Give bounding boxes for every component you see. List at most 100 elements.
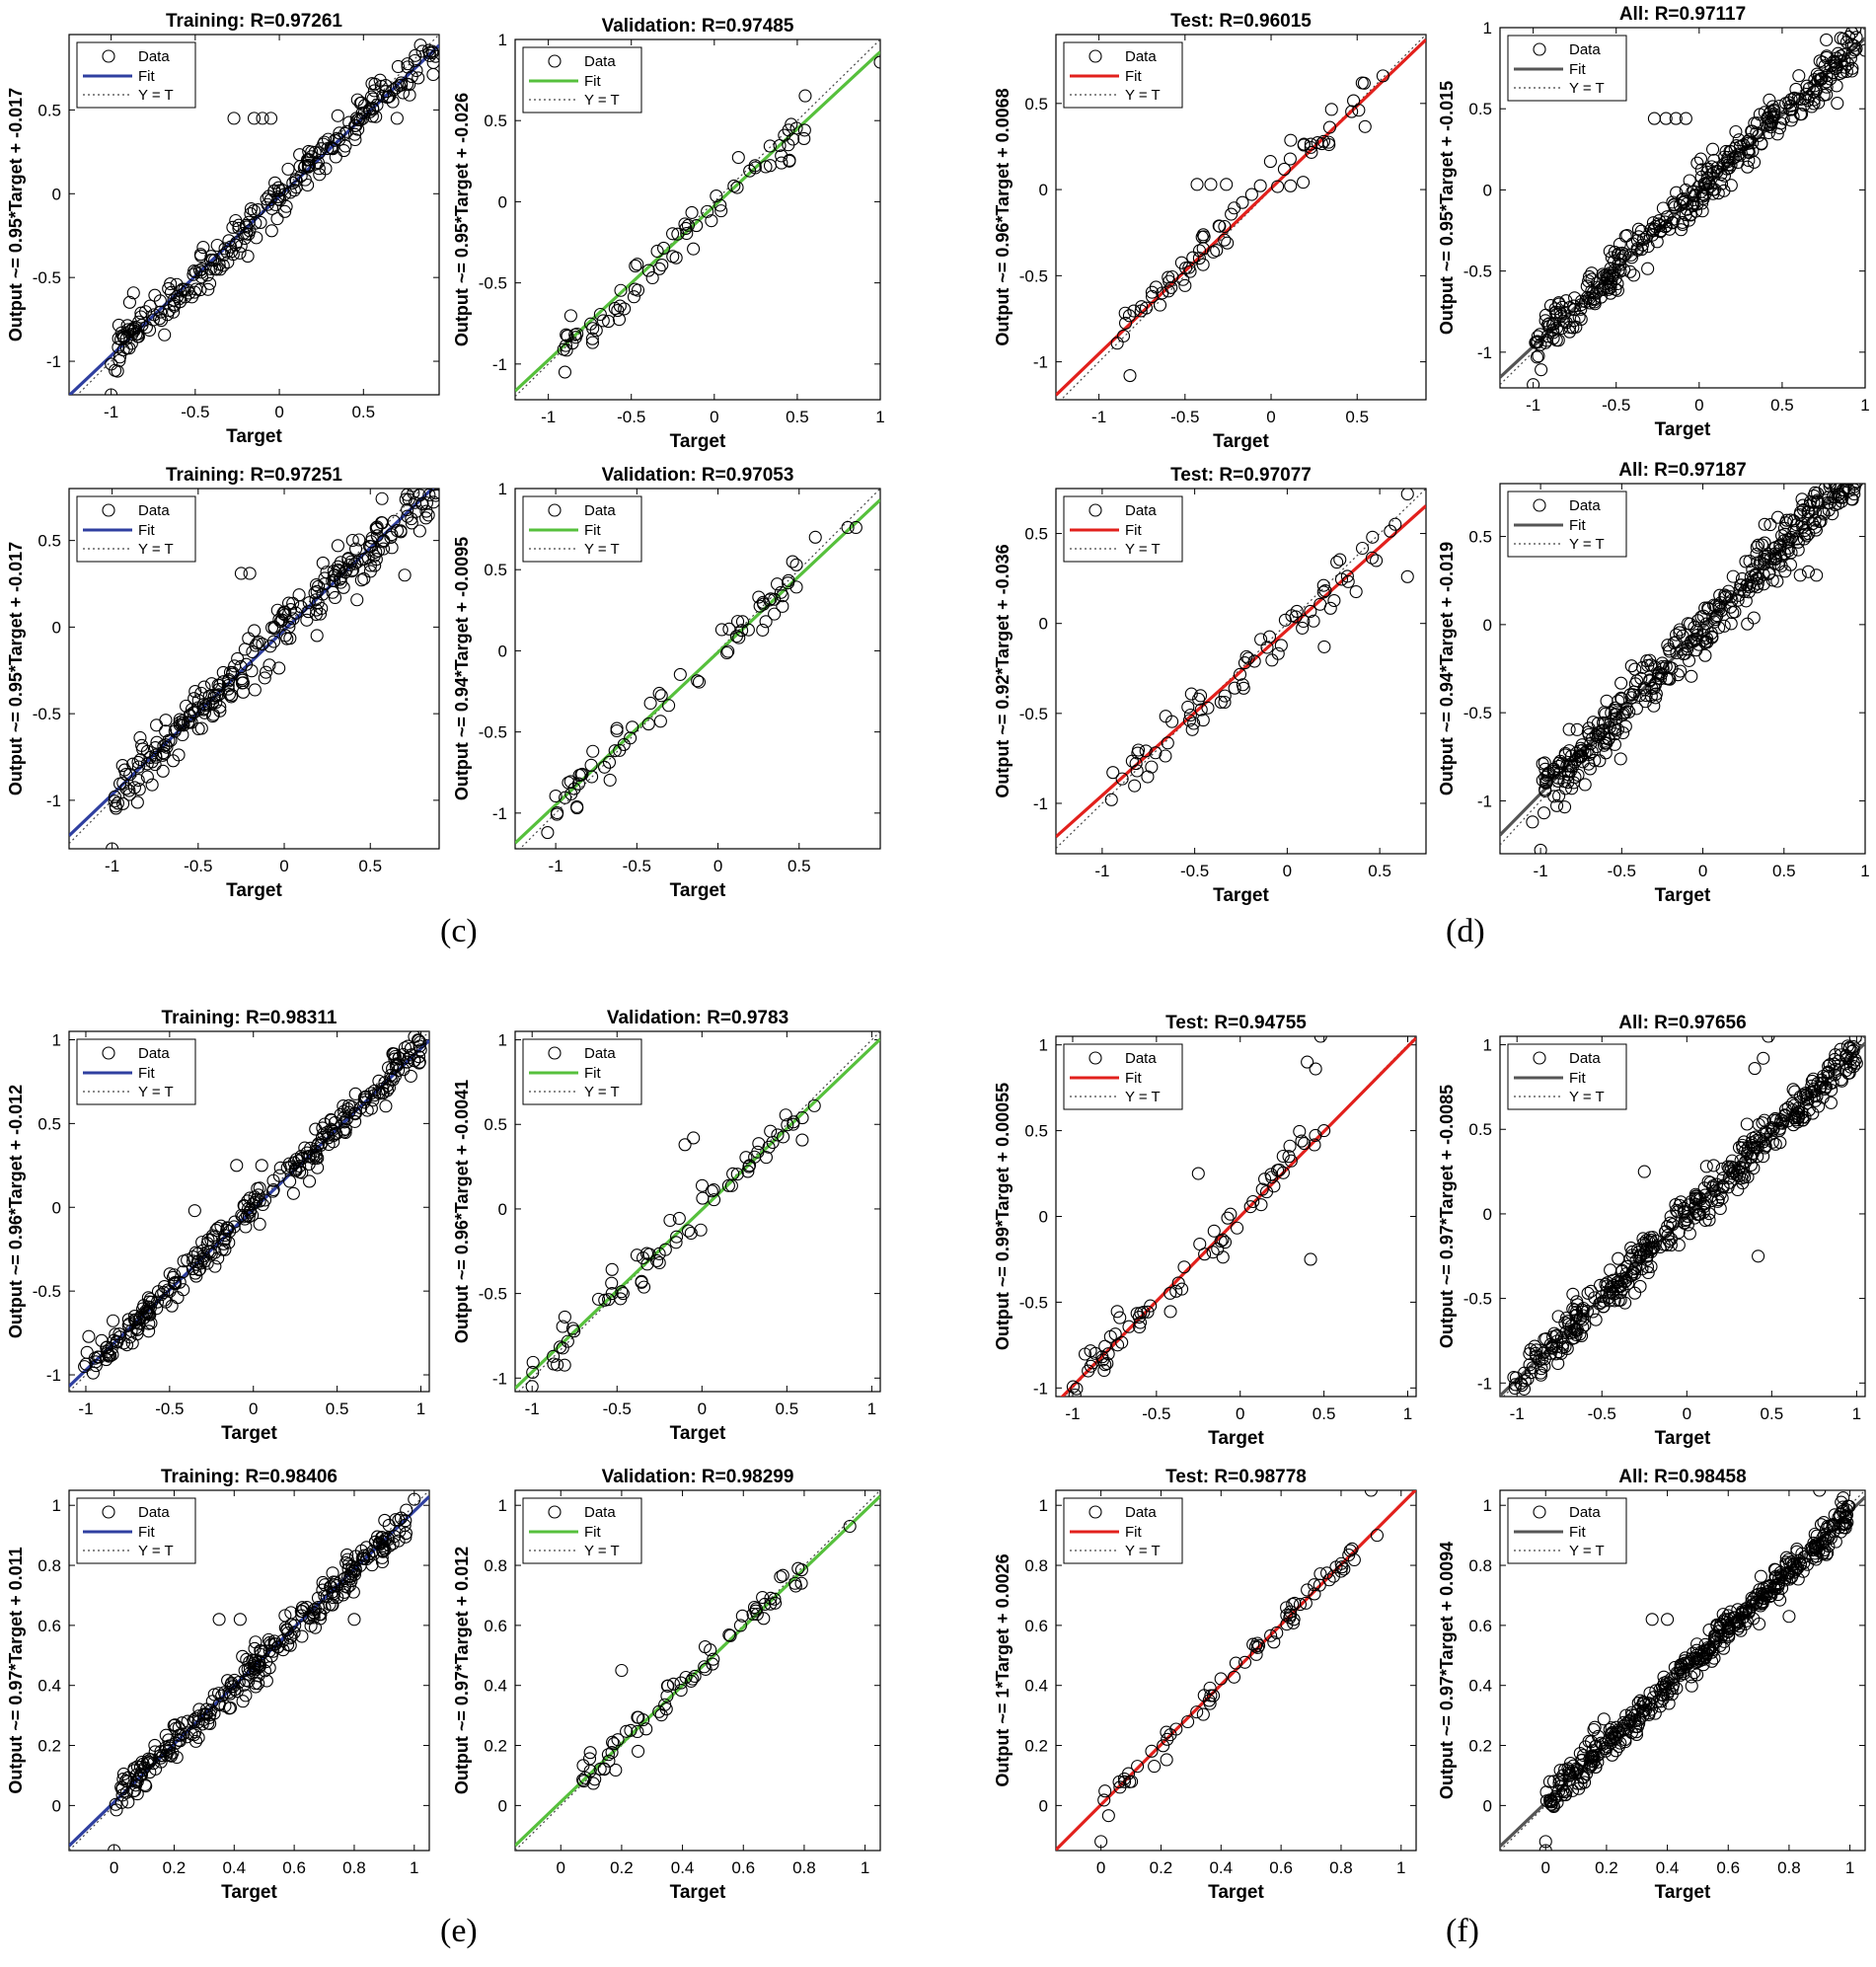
data-point [1824,72,1838,86]
data-point [1192,692,1206,706]
data-point [1790,1545,1804,1558]
data-point [258,671,271,685]
data-point [283,1174,297,1188]
data-point [1326,1569,1341,1583]
data-point [1233,667,1247,681]
data-point [1774,549,1788,563]
data-point [1750,571,1763,585]
data-point [732,631,746,644]
data-point [230,1159,244,1173]
data-point [1550,798,1564,812]
data-point [1270,1626,1284,1640]
data-point [1274,639,1288,652]
data-point [674,1683,688,1698]
data-point [596,314,610,328]
data-point [1590,739,1604,754]
data-point [721,1178,735,1192]
x-axis-label: Target [670,1882,726,1903]
data-point [723,1628,737,1642]
data-point [188,705,202,719]
legend-fit-label: Fit [1569,1070,1586,1087]
data-point [741,623,755,637]
data-point [1810,568,1824,582]
data-point [1795,492,1809,506]
data-point [367,84,381,98]
data-point [1837,1491,1850,1505]
data-point [1838,1511,1852,1525]
data-point [1277,162,1291,176]
data-point [1609,701,1622,715]
data-point [363,565,377,578]
data-point [364,1087,378,1100]
data-point [1187,717,1201,730]
data-point [350,593,364,607]
data-point [1523,1347,1537,1361]
data-point [1248,1639,1263,1653]
data-point [350,113,364,127]
data-point [1265,653,1279,667]
data-point [640,1257,654,1271]
data-point [1207,1224,1221,1238]
data-point [197,706,211,719]
data-point [645,270,659,285]
data-point [1751,1150,1764,1164]
data-point [400,1503,413,1517]
data-point [1128,779,1142,793]
data-point [695,1178,710,1192]
data-point [1724,145,1738,159]
data-point [1594,290,1608,304]
data-point [1762,125,1775,140]
data-point [264,224,278,238]
data-point [1094,1835,1108,1849]
data-point [1647,699,1661,713]
data-point [1337,1562,1351,1576]
data-point [300,613,314,627]
data-point [1101,1809,1115,1823]
data-point [207,689,222,703]
data-point [263,658,276,672]
data-point [1763,105,1777,118]
data-point [1789,82,1803,96]
data-point [376,1082,390,1096]
data-point [1246,1637,1260,1651]
data-point [294,169,308,183]
data-point [1735,571,1749,586]
data-point [1791,543,1805,557]
data-point [318,1601,332,1615]
data-point [237,226,251,241]
data-point [1178,278,1192,292]
data-point [415,496,429,511]
legend-data-marker [102,49,115,63]
data-point [125,1336,139,1350]
data-point [565,337,579,350]
data-point [401,57,414,71]
data-point [1583,1752,1597,1766]
data-point [1518,1374,1532,1388]
x-tick-label: 0.4 [1656,1858,1680,1877]
data-point [112,318,125,333]
data-point [680,226,694,241]
data-point [692,675,707,689]
data-point [126,757,140,771]
data-point [188,265,203,279]
data-point [705,1184,718,1198]
data-point [249,1660,263,1674]
chart-title: Training: R=0.98406 [161,1467,338,1487]
x-tick-label: 0.5 [776,1400,799,1418]
data-point [1301,1055,1314,1069]
data-point [1829,1062,1842,1076]
data-point [1667,1673,1681,1687]
data-point [597,1762,611,1776]
x-tick-label: 0.2 [610,1858,634,1877]
data-point [355,1551,369,1565]
y-tick-label: -1 [1477,792,1492,810]
data-point [1579,295,1593,309]
data-point [244,207,258,221]
data-point [1655,656,1669,670]
plot-content [515,1490,880,1851]
data-point [1692,1191,1706,1205]
